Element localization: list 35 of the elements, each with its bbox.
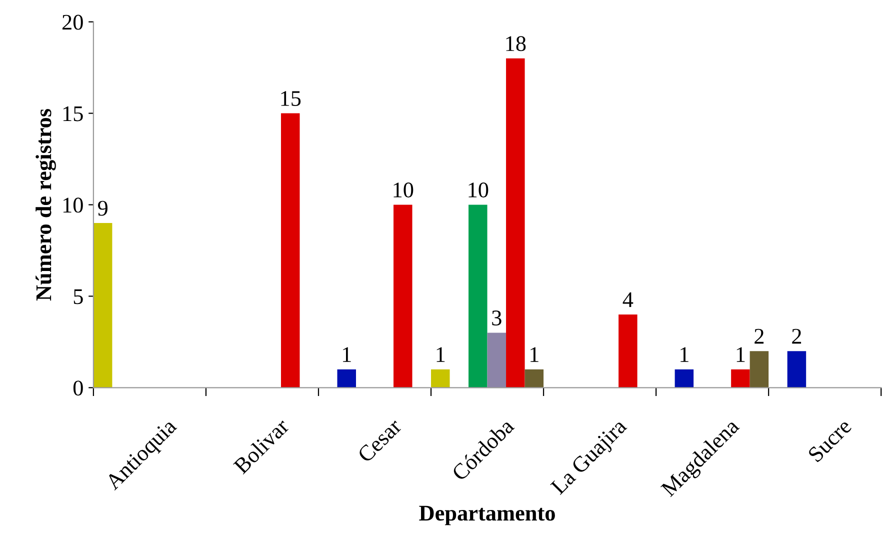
bar (337, 369, 356, 388)
data-label: 3 (492, 310, 502, 326)
data-label: 18 (506, 36, 526, 52)
bar (280, 113, 300, 388)
data-label: 1 (436, 347, 445, 362)
bar (731, 369, 750, 388)
bar (506, 58, 525, 388)
y-axis-title: Número de registros (36, 108, 56, 301)
data-label: 15 (281, 91, 301, 106)
bar (468, 204, 488, 388)
bar (394, 204, 412, 388)
bar (674, 369, 694, 388)
data-label: 10 (394, 182, 414, 198)
data-label: 10 (468, 182, 488, 198)
data-label: 1 (680, 347, 688, 362)
data-label: 1 (530, 347, 538, 362)
y-tick-label: 10 (63, 198, 83, 213)
data-label: 9 (98, 200, 108, 216)
data-label: 1 (343, 347, 351, 362)
data-label: 2 (792, 328, 802, 344)
y-tick-label: 15 (63, 106, 83, 122)
data-label: 2 (754, 328, 764, 344)
bar (787, 351, 806, 388)
bar (618, 314, 638, 388)
y-tick-label: 5 (74, 289, 83, 304)
data-label: 1 (736, 347, 745, 362)
x-axis-title: Departamento (419, 506, 555, 526)
bar (431, 369, 450, 388)
bar (524, 369, 544, 388)
y-tick-label: 20 (62, 14, 83, 30)
bar (487, 332, 506, 388)
y-tick-label: 0 (73, 380, 83, 396)
bar (750, 351, 769, 388)
data-label: 4 (622, 292, 634, 307)
bar (93, 223, 112, 388)
